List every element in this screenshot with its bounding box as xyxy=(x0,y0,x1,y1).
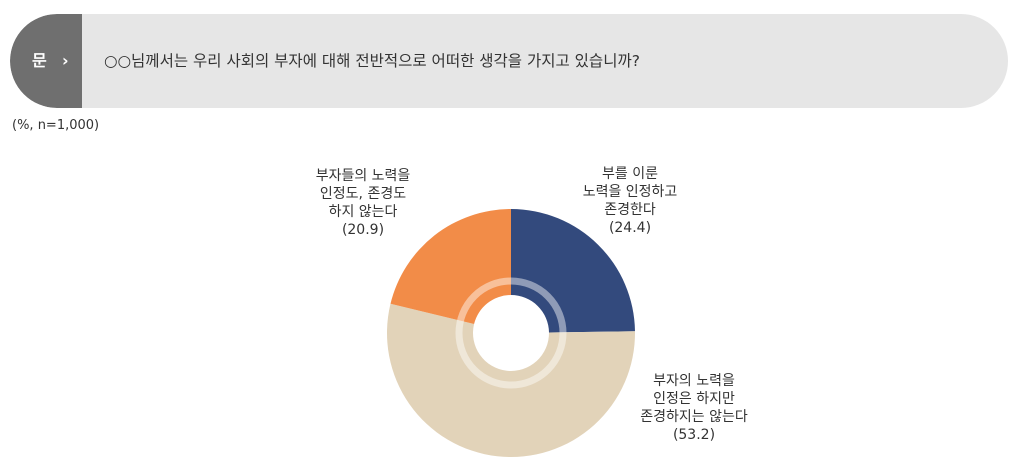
value-label: (24.4) xyxy=(609,220,651,236)
category-label-line: 인정도, 존경도 xyxy=(320,186,406,202)
question-badge: 문 › xyxy=(10,14,82,108)
question-badge-label: 문 xyxy=(32,51,47,70)
category-label-line: 부자의 노력을 xyxy=(653,373,735,389)
inner-ring xyxy=(455,277,567,389)
question-text: ○○님께서는 우리 사회의 부자에 대해 전반적으로 어떠한 생각을 가지고 있… xyxy=(104,52,640,70)
category-label-line: 존경한다 xyxy=(604,202,656,218)
value-label: (53.2) xyxy=(673,427,715,443)
category-label-line: 노력을 인정하고 xyxy=(583,184,678,200)
unit-note: (%, n=1,000) xyxy=(12,118,100,133)
category-label-line: 하지 않는다 xyxy=(329,204,398,220)
category-label-line: 부자들의 노력을 xyxy=(316,168,411,184)
slice-respect xyxy=(511,209,635,333)
value-label: (20.9) xyxy=(342,222,384,238)
question-bar: 문 › ○○님께서는 우리 사회의 부자에 대해 전반적으로 어떠한 생각을 가… xyxy=(10,14,1008,108)
chevron-right-icon: › xyxy=(62,51,69,70)
category-label-line: 부를 이룬 xyxy=(602,166,658,182)
slice-neither xyxy=(390,209,511,325)
category-label-line: 존경하지는 않는다 xyxy=(640,409,748,425)
slice-not-respect xyxy=(387,303,636,457)
category-label-line: 인정은 하지만 xyxy=(653,391,735,407)
